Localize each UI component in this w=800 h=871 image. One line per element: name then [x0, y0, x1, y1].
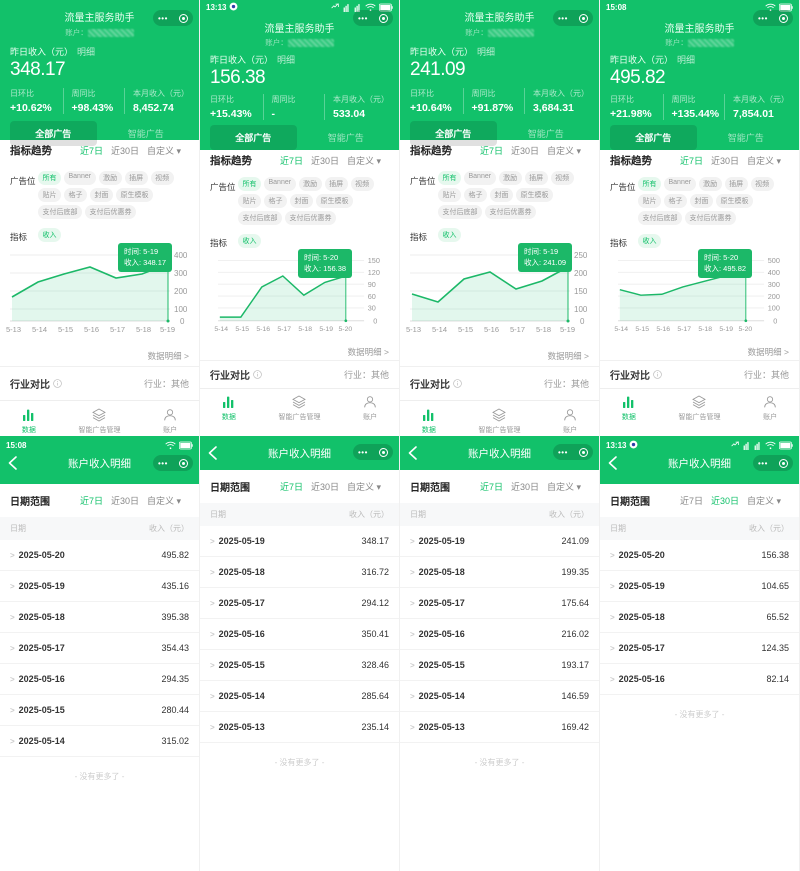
svg-text:5-18: 5-18 — [136, 325, 151, 334]
svg-text:5-20: 5-20 — [739, 326, 753, 333]
svg-text:5-14: 5-14 — [614, 326, 628, 333]
svg-text:100: 100 — [768, 304, 780, 313]
svg-text:5-13: 5-13 — [6, 325, 21, 334]
svg-text:5-17: 5-17 — [277, 326, 291, 333]
svg-text:0: 0 — [773, 316, 777, 325]
svg-text:5-18: 5-18 — [536, 325, 551, 334]
svg-text:5-19: 5-19 — [560, 325, 575, 334]
svg-text:5-13: 5-13 — [406, 325, 421, 334]
svg-text:0: 0 — [180, 317, 185, 326]
svg-text:0: 0 — [373, 316, 377, 325]
svg-text:5-15: 5-15 — [58, 325, 73, 334]
svg-text:30: 30 — [368, 304, 376, 313]
svg-text:5-15: 5-15 — [458, 325, 473, 334]
svg-text:5-18: 5-18 — [298, 326, 312, 333]
svg-text:500: 500 — [768, 256, 780, 265]
svg-text:200: 200 — [174, 287, 188, 296]
svg-text:5-15: 5-15 — [235, 326, 249, 333]
svg-text:5-15: 5-15 — [635, 326, 649, 333]
svg-text:0: 0 — [580, 317, 585, 326]
svg-text:5-16: 5-16 — [256, 326, 270, 333]
svg-text:100: 100 — [174, 305, 188, 314]
svg-text:300: 300 — [174, 269, 188, 278]
svg-text:400: 400 — [768, 268, 780, 277]
svg-text:5-14: 5-14 — [432, 325, 447, 334]
svg-text:300: 300 — [768, 280, 780, 289]
svg-text:5-18: 5-18 — [698, 326, 712, 333]
svg-text:120: 120 — [368, 268, 380, 277]
svg-text:5-19: 5-19 — [319, 326, 333, 333]
svg-text:100: 100 — [574, 305, 588, 314]
svg-text:60: 60 — [368, 292, 376, 301]
svg-text:5-17: 5-17 — [677, 326, 691, 333]
svg-text:5-20: 5-20 — [339, 326, 353, 333]
svg-text:400: 400 — [174, 251, 188, 260]
svg-text:90: 90 — [368, 280, 376, 289]
svg-text:5-16: 5-16 — [84, 325, 99, 334]
svg-text:5-19: 5-19 — [719, 326, 733, 333]
svg-text:5-17: 5-17 — [510, 325, 525, 334]
svg-text:5-16: 5-16 — [656, 326, 670, 333]
svg-text:250: 250 — [574, 251, 588, 260]
svg-text:5-16: 5-16 — [484, 325, 499, 334]
svg-text:150: 150 — [574, 287, 588, 296]
svg-text:150: 150 — [368, 256, 380, 265]
svg-text:5-19: 5-19 — [160, 325, 175, 334]
svg-text:5-14: 5-14 — [32, 325, 47, 334]
svg-text:5-17: 5-17 — [110, 325, 125, 334]
svg-text:5-14: 5-14 — [214, 326, 228, 333]
svg-text:200: 200 — [768, 292, 780, 301]
svg-text:200: 200 — [574, 269, 588, 278]
